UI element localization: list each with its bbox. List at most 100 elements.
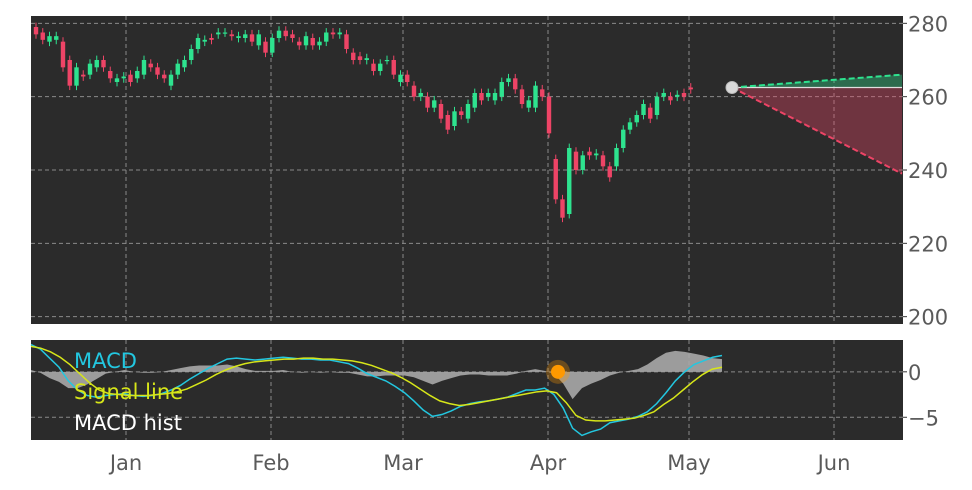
candle-body bbox=[128, 74, 133, 82]
candle-body bbox=[351, 52, 356, 60]
y-tick-label: 200 bbox=[908, 306, 948, 330]
forecast-lower-area bbox=[732, 87, 902, 174]
macd-hist bbox=[31, 350, 722, 400]
candle-body bbox=[459, 111, 464, 115]
candle-body bbox=[195, 38, 201, 49]
candle-body bbox=[317, 41, 322, 46]
candle-body bbox=[108, 71, 113, 79]
candle-body bbox=[67, 60, 72, 86]
forecast-upper-line bbox=[731, 73, 903, 89]
x-tick-label: Jun bbox=[816, 451, 851, 475]
candle-body bbox=[418, 93, 423, 97]
candle-body bbox=[33, 27, 39, 35]
candle-body bbox=[546, 96, 552, 134]
candle-body bbox=[222, 32, 228, 34]
candle-body bbox=[344, 34, 349, 49]
legend-signal-line: Signal line bbox=[74, 380, 183, 404]
macd-legend: MACD Signal line MACD hist bbox=[74, 349, 183, 435]
candle-body bbox=[425, 96, 430, 108]
candle-body bbox=[256, 34, 261, 46]
candle-body bbox=[189, 49, 194, 60]
macd-hist-area bbox=[31, 350, 722, 400]
candle-body bbox=[526, 100, 531, 108]
candle-body bbox=[310, 38, 315, 46]
y-axis: 200 220 240 260 280 −5 0 bbox=[903, 12, 948, 430]
candle-body bbox=[688, 87, 693, 90]
candle-body bbox=[81, 74, 86, 77]
macd-lines bbox=[30, 343, 723, 437]
candle-body bbox=[560, 199, 565, 218]
candle-body bbox=[465, 104, 471, 119]
candle-body bbox=[155, 67, 160, 75]
candle-body bbox=[587, 151, 592, 156]
candle-body bbox=[371, 63, 376, 71]
price-grid bbox=[31, 16, 903, 324]
candle-body bbox=[621, 129, 626, 148]
candle-body bbox=[47, 36, 52, 42]
y-tick-label: 220 bbox=[908, 232, 948, 256]
candle-body bbox=[661, 93, 666, 97]
candle-body bbox=[236, 36, 241, 38]
candle-body bbox=[391, 60, 396, 75]
candle-body bbox=[357, 56, 363, 60]
candle-body bbox=[614, 148, 619, 167]
candles bbox=[33, 22, 693, 223]
x-tick-label: Jan bbox=[108, 451, 142, 475]
candle-body bbox=[297, 41, 302, 46]
candle-body bbox=[499, 82, 504, 97]
candle-body bbox=[162, 74, 167, 79]
forecast-lower-line bbox=[731, 86, 903, 175]
candle-body bbox=[148, 63, 153, 68]
x-tick-label: Mar bbox=[383, 451, 423, 475]
candle-body bbox=[60, 41, 66, 68]
x-tick-label: Feb bbox=[252, 451, 289, 475]
candle-body bbox=[330, 32, 336, 35]
candle-body bbox=[378, 63, 383, 71]
y-tick-label: 260 bbox=[908, 86, 948, 110]
candle-body bbox=[263, 41, 268, 53]
forecast-layer bbox=[725, 73, 903, 175]
candle-body bbox=[675, 94, 680, 97]
candle-body bbox=[634, 115, 639, 123]
candle-body bbox=[411, 85, 417, 97]
candle-body bbox=[303, 36, 309, 46]
candle-body bbox=[668, 96, 673, 101]
candle-body bbox=[492, 93, 498, 101]
candle-body bbox=[580, 155, 585, 170]
candle-body bbox=[567, 148, 572, 214]
y-tick-label: 240 bbox=[908, 159, 948, 183]
y-tick-label: −5 bbox=[908, 406, 939, 430]
markers bbox=[546, 359, 570, 384]
candle-body bbox=[452, 111, 457, 126]
candle-body bbox=[405, 74, 410, 82]
candle-body bbox=[276, 30, 282, 38]
candle-body bbox=[648, 107, 653, 119]
candle-body bbox=[681, 93, 687, 97]
candle-body bbox=[209, 38, 214, 40]
candle-body bbox=[533, 85, 538, 108]
candle-body bbox=[87, 63, 93, 75]
candle-body bbox=[432, 100, 437, 108]
candle-body bbox=[175, 63, 180, 75]
candle-body bbox=[182, 60, 187, 68]
candle-body bbox=[594, 153, 599, 156]
candle-body bbox=[101, 60, 106, 68]
x-axis: Jan Feb Mar Apr May Jun bbox=[108, 451, 851, 475]
signal-line bbox=[30, 345, 723, 422]
candle-body bbox=[283, 30, 288, 37]
candle-body bbox=[486, 93, 491, 97]
candle-body bbox=[384, 60, 390, 62]
candle-body bbox=[168, 74, 174, 86]
candle-body bbox=[54, 36, 59, 40]
candle-body bbox=[249, 34, 255, 42]
candle-body bbox=[438, 104, 444, 119]
candle-body bbox=[445, 115, 450, 130]
candle-body bbox=[607, 166, 612, 178]
candle-body bbox=[270, 38, 275, 53]
legend-macd: MACD bbox=[74, 349, 137, 373]
y-tick-label: 0 bbox=[908, 361, 921, 385]
candle-body bbox=[600, 155, 606, 167]
x-tick-label: May bbox=[667, 451, 710, 475]
